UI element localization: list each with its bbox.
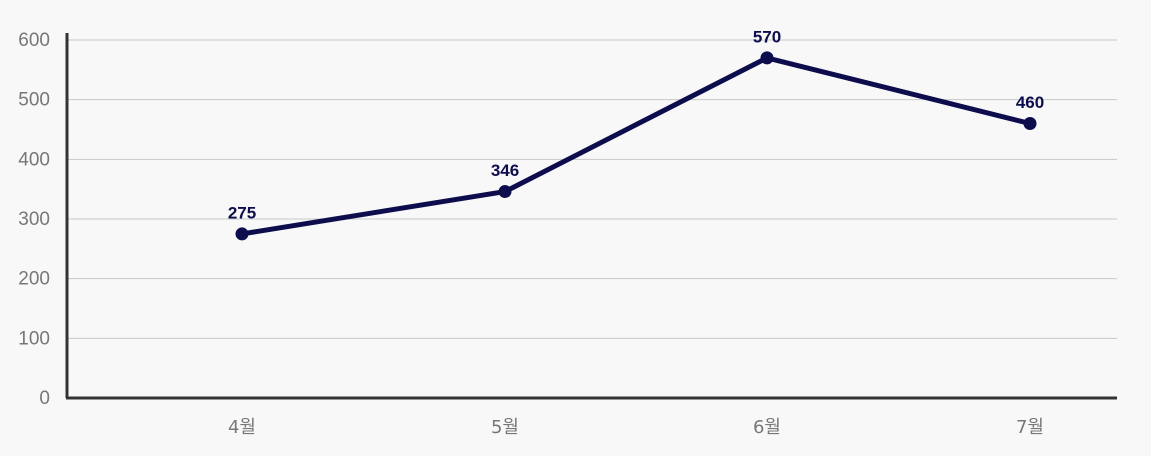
y-tick-label: 400 — [18, 149, 50, 170]
y-tick-label: 100 — [18, 328, 50, 349]
y-axis-ticks: 0 100 200 300 400 500 600 — [18, 30, 50, 409]
data-label: 275 — [228, 203, 256, 222]
data-point — [498, 185, 512, 199]
data-points — [235, 51, 1037, 241]
y-tick-label: 200 — [18, 269, 50, 290]
y-tick-label: 300 — [18, 209, 50, 230]
data-label: 570 — [753, 27, 781, 46]
y-tick-label: 600 — [18, 30, 50, 51]
data-point — [1023, 117, 1037, 131]
data-point — [760, 51, 774, 65]
x-axis-ticks: 4월 5월 6월 7월 — [228, 417, 1044, 438]
series-line — [239, 55, 1033, 237]
gridlines — [67, 39, 1117, 339]
series-line-path — [239, 55, 1033, 237]
y-tick-label: 0 — [39, 388, 50, 409]
x-tick-label: 4월 — [228, 417, 256, 438]
x-tick-label: 5월 — [491, 417, 519, 438]
y-tick-label: 500 — [18, 90, 50, 111]
x-tick-label: 7월 — [1016, 417, 1044, 438]
data-point — [235, 227, 249, 241]
x-tick-label: 6월 — [753, 417, 781, 438]
axes — [65, 33, 1117, 400]
data-label: 460 — [1016, 93, 1044, 112]
data-labels: 275 346 570 460 — [228, 27, 1044, 222]
data-label: 346 — [491, 161, 519, 180]
